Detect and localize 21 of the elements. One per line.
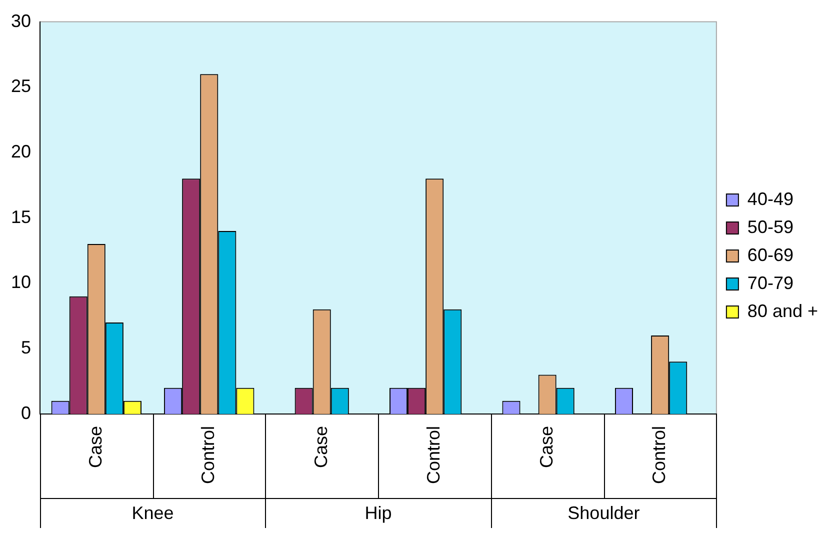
y-tick-label: 30	[10, 10, 32, 31]
x-tick-label: Control	[198, 426, 218, 484]
y-tick-label: 10	[10, 272, 32, 292]
text: Hip	[364, 502, 392, 523]
legend-label: 50-59	[747, 216, 794, 237]
x-tick-label: Case	[536, 426, 556, 468]
y-tick-label: 20	[10, 141, 32, 162]
x-tick-label: Control	[649, 426, 670, 484]
x-tick-label: Case	[310, 426, 331, 468]
y-tick-label: 15	[10, 206, 32, 227]
text: Shoulder	[568, 502, 640, 523]
y-tick-label: 5	[21, 338, 32, 358]
x-tick-label: Case	[85, 426, 106, 468]
y-tick-label: 0	[21, 402, 32, 423]
legend-label: 80 and +	[747, 300, 818, 321]
legend-label: 40-49	[747, 188, 794, 209]
legend-label: 60-69	[747, 244, 794, 265]
x-tick-label: Control	[424, 426, 444, 484]
legend-label: 70-79	[747, 272, 794, 293]
y-tick-label: 25	[10, 76, 32, 96]
text: Knee	[132, 502, 174, 523]
